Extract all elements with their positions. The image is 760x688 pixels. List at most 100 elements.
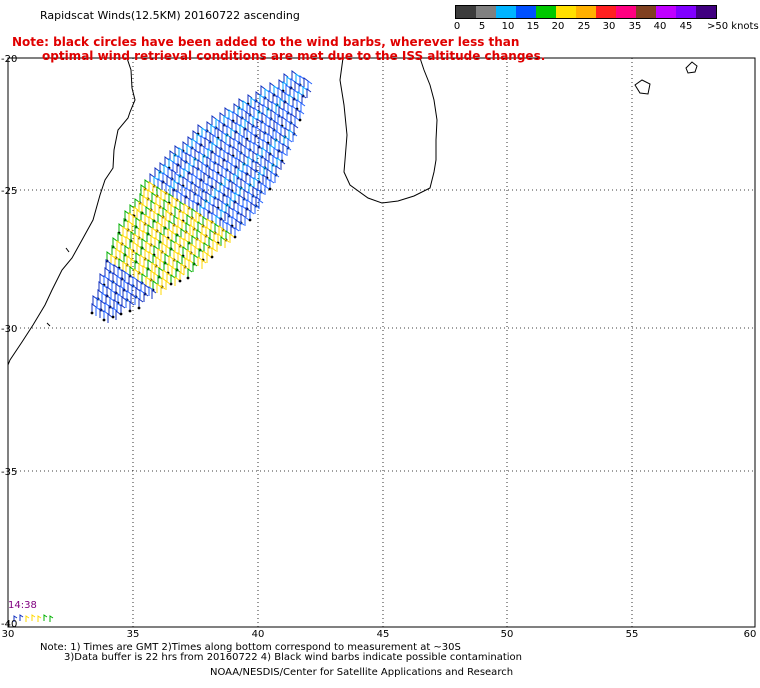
wind-barb: [153, 211, 159, 221]
wind-barb: [19, 614, 24, 621]
wind-barb: [248, 113, 254, 123]
wind-barb: [165, 210, 171, 220]
wind-barb: [123, 280, 129, 290]
wind-barb: [146, 197, 152, 207]
wind-barb: [138, 298, 144, 308]
wind-barb: [146, 232, 152, 242]
wind-barb: [185, 187, 191, 197]
contamination-marker: [210, 255, 214, 259]
wind-barb: [210, 150, 216, 160]
wind-barb: [174, 172, 180, 182]
wind-barb: [290, 78, 296, 88]
contamination-marker: [248, 218, 252, 222]
wind-barb: [226, 125, 232, 135]
wind-barb: [254, 204, 260, 214]
wind-barb: [256, 118, 262, 128]
wind-barb: [116, 302, 122, 312]
wind-barb: [149, 208, 155, 218]
wind-barb: [245, 207, 251, 217]
wind-barb: [144, 179, 150, 189]
wind-barb: [247, 121, 253, 131]
wind-barb: [285, 119, 291, 129]
wind-barb: [292, 97, 298, 107]
wind-barb: [211, 177, 217, 187]
wind-barb: [161, 277, 167, 287]
wind-barb: [234, 192, 240, 202]
wind-barb: [114, 256, 120, 266]
wind-barb: [91, 303, 97, 313]
warning-note-line1: Note: black circles have been added to t…: [12, 35, 520, 49]
wind-barb: [239, 186, 245, 196]
wind-barb: [238, 194, 244, 204]
wind-barb: [249, 175, 255, 185]
wind-barb: [241, 170, 247, 180]
wind-barb: [258, 172, 264, 182]
wind-barb: [135, 287, 141, 297]
wind-barb: [151, 192, 157, 202]
contamination-marker: [128, 309, 132, 313]
wind-barb: [141, 238, 147, 248]
wind-barb: [289, 86, 295, 96]
wind-barb: [195, 237, 201, 247]
wind-barb: [165, 245, 171, 255]
map-title: Rapidscat Winds(12.5KM) 20160722 ascendi…: [40, 9, 300, 22]
wind-barb: [270, 109, 276, 119]
wind-barb: [182, 246, 188, 256]
wind-barb: [240, 178, 246, 188]
wind-barb: [210, 124, 216, 134]
wind-barb: [199, 178, 205, 188]
wind-barb: [264, 88, 270, 98]
wind-barb: [109, 262, 115, 272]
wind-barb: [149, 173, 155, 183]
wind-barb: [223, 150, 229, 160]
wind-barb: [198, 248, 204, 258]
wind-barb: [164, 253, 170, 263]
wind-barb: [195, 176, 201, 186]
wind-barb: [128, 274, 134, 284]
wind-barb: [166, 237, 172, 247]
wind-barb: [218, 225, 224, 235]
wind-barb: [159, 259, 165, 269]
wind-barb: [164, 191, 170, 201]
wind-barb: [144, 214, 150, 224]
wind-barb: [221, 166, 227, 176]
wind-barb: [259, 164, 265, 174]
wind-barb: [204, 234, 210, 244]
wind-barb: [214, 153, 220, 163]
wind-barb: [95, 306, 101, 316]
wind-barb: [177, 155, 183, 165]
grid-lines: [8, 58, 755, 627]
colorbar-segment: [576, 6, 596, 18]
wind-barb: [132, 276, 138, 286]
wind-barb: [106, 251, 112, 261]
wind-barb: [240, 213, 246, 223]
wind-barb: [242, 100, 248, 110]
wind-barb: [181, 220, 187, 230]
colorbar-segment: [636, 6, 656, 18]
wind-barb: [150, 235, 156, 245]
wind-barb: [124, 245, 130, 255]
wind-barb: [269, 144, 275, 154]
wind-barb: [265, 177, 271, 187]
lon-tick: 35: [127, 629, 140, 640]
wind-barb: [203, 146, 209, 156]
wind-barb: [247, 191, 253, 201]
wind-barb: [237, 106, 243, 116]
wind-barb: [163, 226, 169, 236]
wind-barb: [143, 222, 149, 232]
wind-barb: [205, 191, 211, 201]
wind-barb: [195, 141, 201, 151]
colorbar-label: 35: [628, 21, 642, 32]
wind-speed-colorbar: [455, 5, 717, 19]
wind-barb: [235, 184, 241, 194]
wind-barb: [115, 310, 121, 320]
wind-barb: [293, 89, 299, 99]
wind-barb: [275, 130, 281, 140]
wind-barb: [104, 267, 110, 277]
wind-barb: [133, 233, 139, 243]
wind-barb: [272, 155, 278, 165]
wind-barb: [200, 135, 206, 145]
wind-barb: [25, 615, 30, 622]
wind-barb: [217, 163, 223, 173]
wind-barb: [237, 168, 243, 178]
